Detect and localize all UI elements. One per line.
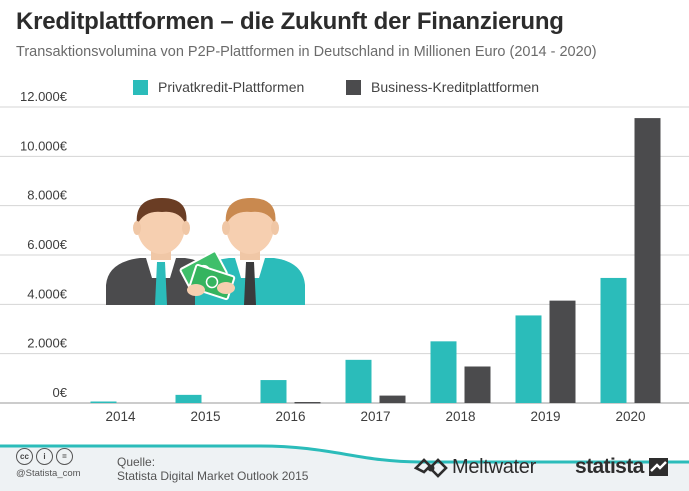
y-tick-label: 8.000€ bbox=[27, 188, 68, 203]
y-tick-label: 6.000€ bbox=[27, 237, 68, 252]
y-tick-label: 4.000€ bbox=[27, 286, 68, 301]
bar-business-2018 bbox=[464, 366, 491, 403]
meltwater-eye-icon bbox=[414, 457, 448, 478]
legend-swatch-business bbox=[346, 79, 361, 95]
bar-business-2016 bbox=[294, 402, 321, 404]
bar-business-2017 bbox=[379, 395, 406, 403]
bar-privat-2015 bbox=[175, 394, 202, 403]
legend-item-business: Business-Kreditplattformen bbox=[346, 79, 539, 95]
footer-band bbox=[0, 444, 689, 491]
legend-item-privat: Privatkredit-Plattformen bbox=[133, 79, 304, 95]
bar-privat-2014 bbox=[90, 401, 117, 404]
y-tick-label: 0€ bbox=[53, 385, 68, 400]
legend-swatch-privat bbox=[133, 79, 148, 95]
bars bbox=[90, 118, 661, 404]
chart-title: Kreditplattformen – die Zukunft der Fina… bbox=[16, 8, 564, 35]
bar-privat-2018 bbox=[430, 341, 457, 403]
source-text: Statista Digital Market Outlook 2015 bbox=[117, 469, 309, 483]
x-tick-label: 2019 bbox=[530, 409, 560, 424]
bar-privat-2016 bbox=[260, 380, 287, 403]
meltwater-logo: Meltwater bbox=[414, 456, 536, 479]
statista-handle: @Statista_com bbox=[16, 468, 81, 479]
source-label: Quelle: bbox=[117, 455, 156, 469]
legend-label-business: Business-Kreditplattformen bbox=[371, 79, 540, 95]
businessmen-illustration bbox=[106, 198, 305, 305]
license-icons: cc i = bbox=[16, 448, 73, 465]
bar-business-2020 bbox=[634, 118, 661, 403]
statista-logo-text: statista bbox=[575, 455, 644, 478]
y-axis-labels: 0€ 2.000€ 4.000€ 6.000€ 8.000€ 10.000€ 12.000€ bbox=[20, 89, 68, 400]
legend-label-privat: Privatkredit-Plattformen bbox=[158, 79, 305, 95]
grid-lines bbox=[0, 106, 689, 404]
bar-privat-2019 bbox=[515, 315, 542, 403]
money-icon bbox=[179, 250, 236, 301]
x-tick-label: 2018 bbox=[445, 409, 475, 424]
y-tick-label: 2.000€ bbox=[27, 336, 68, 351]
statista-logo-icon bbox=[648, 458, 668, 476]
meltwater-logo-text: Meltwater bbox=[452, 456, 536, 478]
legend: Privatkredit-Plattformen Business-Kredit… bbox=[0, 79, 689, 99]
statista-logo: statista bbox=[575, 455, 669, 479]
x-tick-label: 2014 bbox=[105, 409, 136, 424]
bar-chart: 0€ 2.000€ 4.000€ 6.000€ 8.000€ 10.000€ 12.000€ bbox=[0, 89, 689, 424]
x-tick-label: 2020 bbox=[615, 409, 645, 424]
cc-license-icon: cc bbox=[16, 448, 33, 465]
bar-privat-2017 bbox=[345, 359, 372, 403]
bar-business-2019 bbox=[549, 300, 576, 403]
y-tick-label: 10.000€ bbox=[20, 138, 68, 153]
y-tick-label: 12.000€ bbox=[20, 89, 68, 104]
no-derivatives-icon: = bbox=[56, 448, 73, 465]
x-tick-label: 2017 bbox=[360, 409, 390, 424]
bar-privat-2020 bbox=[600, 277, 627, 403]
x-tick-label: 2015 bbox=[190, 409, 220, 424]
x-axis-labels: 2014 2015 2016 2017 2018 2019 2020 bbox=[105, 409, 645, 424]
attribution-icon: i bbox=[36, 448, 53, 465]
chart-subtitle: Transaktionsvolumina von P2P-Plattformen… bbox=[16, 44, 597, 60]
x-tick-label: 2016 bbox=[275, 409, 305, 424]
